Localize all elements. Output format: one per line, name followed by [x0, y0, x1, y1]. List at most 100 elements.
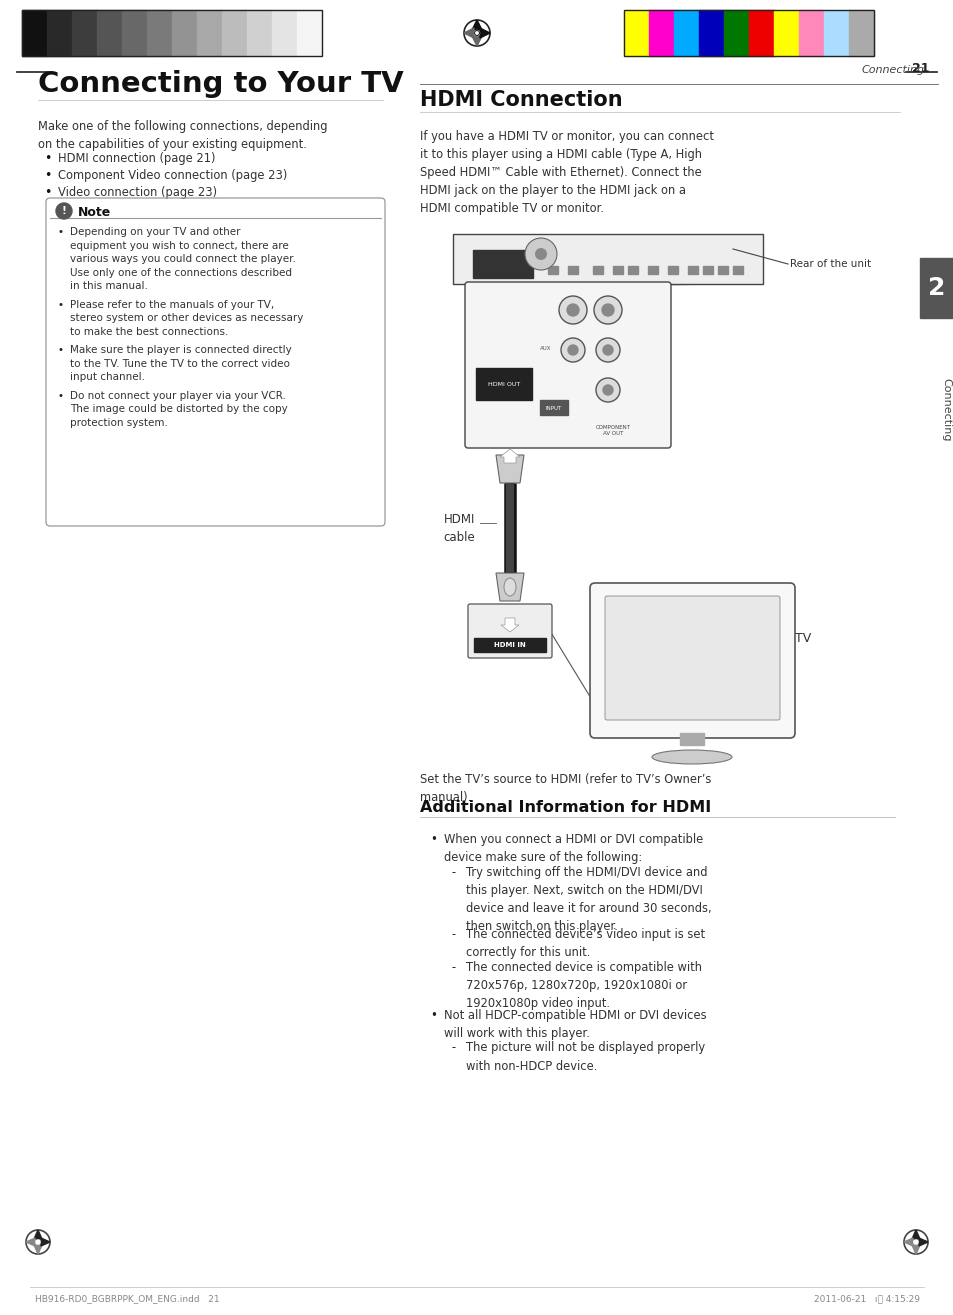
- Text: HDMI IN: HDMI IN: [494, 642, 525, 648]
- Bar: [196, 11, 222, 57]
- FancyBboxPatch shape: [468, 604, 552, 658]
- Text: Not all HDCP-compatible HDMI or DVI devices
will work with this player.: Not all HDCP-compatible HDMI or DVI devi…: [443, 1009, 706, 1039]
- Text: COMPONENT
AV OUT: COMPONENT AV OUT: [595, 425, 630, 437]
- Bar: [547, 266, 558, 274]
- Bar: [22, 11, 322, 57]
- Bar: [222, 11, 247, 57]
- Text: HDMI OUT: HDMI OUT: [487, 381, 519, 387]
- Text: Connecting: Connecting: [862, 64, 924, 75]
- Text: •: •: [58, 345, 64, 355]
- Circle shape: [594, 296, 621, 323]
- Ellipse shape: [651, 750, 731, 764]
- FancyBboxPatch shape: [589, 583, 794, 738]
- Bar: [687, 266, 698, 274]
- Polygon shape: [496, 455, 523, 483]
- Circle shape: [602, 345, 613, 355]
- Text: Make sure the player is connected directly
to the TV. Tune the TV to the correct: Make sure the player is connected direct…: [70, 345, 292, 383]
- Polygon shape: [911, 1230, 919, 1239]
- Polygon shape: [496, 573, 523, 601]
- Text: Depending on your TV and other
equipment you wish to connect, there are
various : Depending on your TV and other equipment…: [70, 227, 295, 292]
- Text: Connecting to Your TV: Connecting to Your TV: [38, 70, 403, 99]
- Bar: [702, 266, 712, 274]
- Text: 2: 2: [927, 276, 944, 300]
- Bar: [919, 258, 953, 318]
- Text: Component Video connection (page 23): Component Video connection (page 23): [58, 170, 287, 181]
- Text: The picture will not be displayed properly
with non-HDCP device.: The picture will not be displayed proper…: [465, 1041, 704, 1073]
- Text: INPUT: INPUT: [545, 405, 561, 410]
- Bar: [453, 234, 762, 284]
- Text: Additional Information for HDMI: Additional Information for HDMI: [419, 800, 711, 815]
- Bar: [673, 11, 699, 57]
- Text: Video connection (page 23): Video connection (page 23): [58, 185, 217, 199]
- Text: -: -: [452, 1041, 456, 1055]
- Polygon shape: [479, 28, 490, 38]
- Text: HDMI Connection: HDMI Connection: [419, 89, 622, 110]
- Bar: [47, 11, 71, 57]
- Bar: [473, 250, 533, 277]
- Text: •: •: [58, 391, 64, 401]
- Text: HB916-RD0_BGBRPPK_OM_ENG.indd   21: HB916-RD0_BGBRPPK_OM_ENG.indd 21: [35, 1294, 219, 1303]
- Polygon shape: [472, 36, 481, 46]
- Circle shape: [567, 345, 578, 355]
- Text: Note: Note: [78, 205, 112, 218]
- Text: Try switching off the HDMI/DVI device and
this player. Next, switch on the HDMI/: Try switching off the HDMI/DVI device an…: [465, 867, 711, 934]
- Bar: [623, 11, 873, 57]
- Bar: [97, 11, 122, 57]
- Bar: [623, 11, 648, 57]
- Text: 21: 21: [911, 62, 928, 75]
- Polygon shape: [911, 1245, 919, 1255]
- Bar: [172, 11, 196, 57]
- Bar: [71, 11, 97, 57]
- Polygon shape: [903, 1237, 912, 1247]
- Bar: [22, 11, 47, 57]
- Circle shape: [913, 1240, 917, 1244]
- Bar: [539, 400, 567, 416]
- Text: •: •: [58, 227, 64, 237]
- Polygon shape: [34, 1230, 42, 1239]
- Polygon shape: [41, 1237, 50, 1247]
- Bar: [799, 11, 823, 57]
- Bar: [679, 732, 703, 746]
- Circle shape: [474, 30, 479, 36]
- Circle shape: [560, 338, 584, 362]
- Text: •: •: [44, 153, 51, 164]
- Bar: [567, 266, 578, 274]
- Polygon shape: [26, 1237, 35, 1247]
- FancyArrow shape: [499, 448, 519, 463]
- Bar: [122, 11, 147, 57]
- Bar: [296, 11, 322, 57]
- Bar: [272, 11, 296, 57]
- Bar: [476, 368, 532, 400]
- Text: •: •: [44, 170, 51, 181]
- Bar: [627, 266, 638, 274]
- Text: •: •: [430, 1009, 436, 1022]
- Bar: [667, 266, 678, 274]
- Circle shape: [602, 385, 613, 394]
- Text: The connected device’s video input is set
correctly for this unit.: The connected device’s video input is se…: [465, 928, 704, 959]
- Bar: [648, 11, 673, 57]
- Text: When you connect a HDMI or DVI compatible
device make sure of the following:: When you connect a HDMI or DVI compatibl…: [443, 832, 702, 864]
- Text: -: -: [452, 928, 456, 942]
- FancyArrow shape: [500, 618, 518, 633]
- Text: HDMI connection (page 21): HDMI connection (page 21): [58, 153, 215, 164]
- Circle shape: [558, 296, 586, 323]
- Ellipse shape: [503, 579, 516, 596]
- Circle shape: [535, 249, 546, 260]
- Bar: [613, 266, 622, 274]
- Text: Set the TV’s source to HDMI (refer to TV’s Owner’s
manual).: Set the TV’s source to HDMI (refer to TV…: [419, 773, 711, 803]
- Bar: [647, 266, 658, 274]
- Polygon shape: [463, 28, 474, 38]
- FancyBboxPatch shape: [604, 596, 780, 721]
- Text: 2011-06-21   ı４ 4:15:29: 2011-06-21 ı４ 4:15:29: [813, 1294, 919, 1303]
- Text: •: •: [430, 832, 436, 846]
- Text: Make one of the following connections, depending
on the capabilities of your exi: Make one of the following connections, d…: [38, 120, 327, 151]
- Bar: [699, 11, 723, 57]
- Polygon shape: [918, 1237, 927, 1247]
- Text: Rear of the unit: Rear of the unit: [789, 259, 870, 270]
- Bar: [773, 11, 799, 57]
- Bar: [147, 11, 172, 57]
- Text: If you have a HDMI TV or monitor, you can connect
it to this player using a HDMI: If you have a HDMI TV or monitor, you ca…: [419, 130, 713, 214]
- Circle shape: [566, 304, 578, 316]
- Text: Do not connect your player via your VCR.
The image could be distorted by the cop: Do not connect your player via your VCR.…: [70, 391, 288, 427]
- FancyBboxPatch shape: [464, 281, 670, 448]
